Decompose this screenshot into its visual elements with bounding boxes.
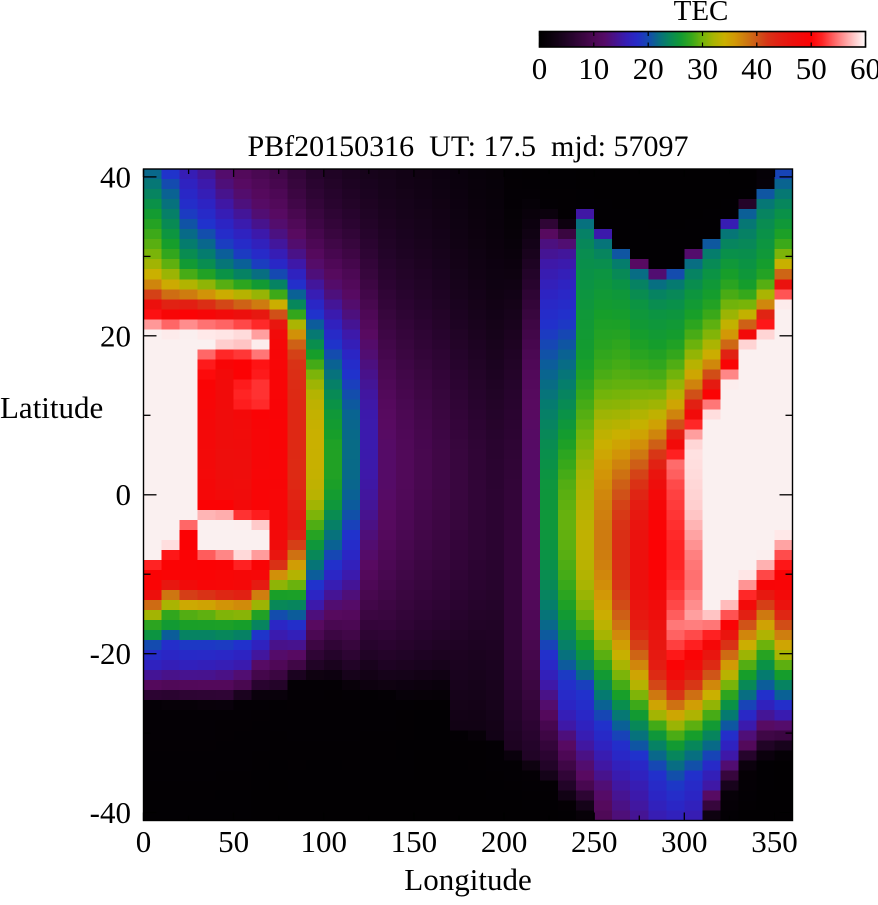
svg-text:PBf20150316 UT: 17.5 mjd: 57: PBf20150316 UT: 17.5 mjd: 57097 [247,130,688,163]
svg-text:100: 100 [301,824,348,859]
svg-text:0: 0 [136,824,152,859]
svg-text:0: 0 [532,51,548,86]
svg-text:40: 40 [741,51,772,86]
svg-text:60: 60 [850,51,878,86]
svg-text:50: 50 [796,51,827,86]
svg-text:40: 40 [100,159,131,194]
svg-text:30: 30 [687,51,718,86]
svg-text:10: 10 [578,51,609,86]
svg-text:150: 150 [391,824,438,859]
svg-text:TEC: TEC [674,0,729,27]
svg-text:0: 0 [116,477,132,512]
svg-text:250: 250 [571,824,618,859]
svg-text:-40: -40 [90,795,131,830]
svg-text:350: 350 [751,824,798,859]
svg-text:Latitude: Latitude [0,390,103,425]
svg-text:20: 20 [100,318,131,353]
svg-text:Longitude: Longitude [404,862,531,897]
svg-text:200: 200 [481,824,528,859]
svg-text:50: 50 [218,824,249,859]
svg-text:300: 300 [661,824,708,859]
svg-text:-20: -20 [90,636,131,671]
svg-text:20: 20 [633,51,664,86]
